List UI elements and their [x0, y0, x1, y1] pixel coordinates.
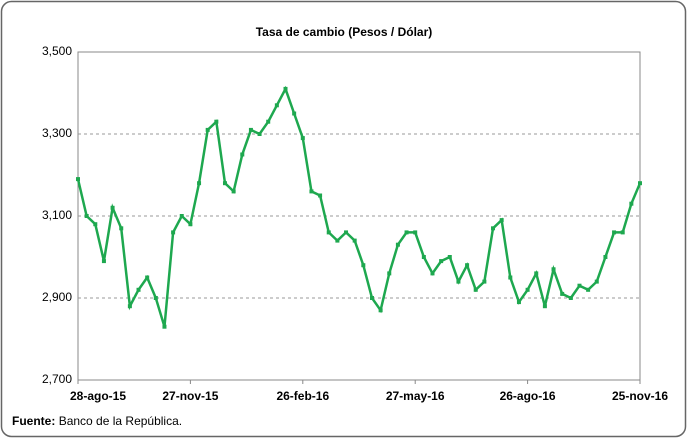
point: [344, 230, 349, 235]
point: [188, 222, 193, 227]
point: [352, 238, 357, 243]
point: [603, 255, 608, 259]
point: [525, 287, 530, 292]
y-tick-label: 2,900: [42, 290, 72, 304]
point: [439, 259, 444, 264]
y-tick-label: 3,500: [42, 44, 72, 58]
point: [577, 283, 582, 288]
point: [568, 296, 573, 300]
point: [266, 119, 271, 124]
source-text: Banco de la República.: [58, 414, 183, 428]
point: [274, 103, 279, 108]
point: [93, 222, 98, 227]
line: [76, 85, 642, 328]
x-tick-label: 25-nov-16: [612, 389, 668, 403]
point: [594, 279, 599, 284]
point: [84, 214, 89, 218]
point: [171, 230, 176, 235]
point: [404, 230, 409, 235]
point: [516, 300, 521, 305]
point: [430, 271, 435, 276]
point: [127, 304, 132, 309]
point: [283, 86, 288, 91]
point: [145, 275, 150, 280]
point: [586, 287, 591, 292]
y-tick-label: 3,300: [42, 126, 72, 140]
x-tick-label: 26-feb-16: [276, 389, 329, 403]
point: [482, 279, 487, 284]
point: [300, 136, 305, 141]
x-tick-label: 28-ago-15: [70, 389, 126, 403]
point: [214, 119, 219, 124]
point: [620, 230, 625, 235]
point: [222, 181, 227, 186]
point: [153, 296, 158, 300]
point: [248, 127, 253, 132]
point: [413, 230, 418, 235]
point: [136, 287, 141, 292]
point: [551, 267, 556, 272]
source: Fuente: Banco de la República.: [12, 414, 182, 428]
point: [309, 189, 314, 194]
point: [101, 259, 106, 264]
point: [560, 291, 565, 296]
y-tick-label: 2,700: [42, 372, 72, 386]
point: [473, 287, 478, 292]
x-tick-label: 27-may-16: [386, 389, 445, 403]
point: [378, 308, 383, 313]
point: [508, 275, 513, 280]
point: [197, 181, 202, 186]
x-tick-label: 27-nov-15: [162, 389, 218, 403]
point: [110, 205, 115, 210]
point: [447, 255, 452, 259]
point: [326, 230, 331, 235]
point: [292, 111, 297, 116]
point: [387, 271, 392, 276]
y-tick-label: 3,100: [42, 208, 72, 222]
point: [612, 230, 617, 235]
point: [335, 238, 340, 243]
point: [119, 226, 124, 231]
point: [257, 132, 262, 136]
point: [491, 226, 496, 231]
point: [638, 181, 642, 186]
point: [231, 189, 236, 194]
point: [179, 214, 184, 218]
point: [318, 193, 323, 198]
point: [629, 201, 634, 206]
point: [395, 242, 400, 247]
point: [76, 177, 80, 182]
point: [205, 127, 210, 132]
source-label: Fuente:: [12, 414, 56, 428]
point: [361, 263, 366, 268]
point: [369, 296, 374, 300]
point: [162, 324, 167, 329]
point: [542, 304, 547, 309]
point: [499, 218, 504, 223]
point: [534, 271, 539, 276]
point: [421, 255, 426, 259]
x-tick-label: 26-ago-16: [500, 389, 556, 403]
chart-title: Tasa de cambio (Pesos / Dólar): [256, 25, 433, 39]
point: [240, 152, 245, 157]
point: [465, 263, 470, 268]
point: [456, 279, 461, 284]
